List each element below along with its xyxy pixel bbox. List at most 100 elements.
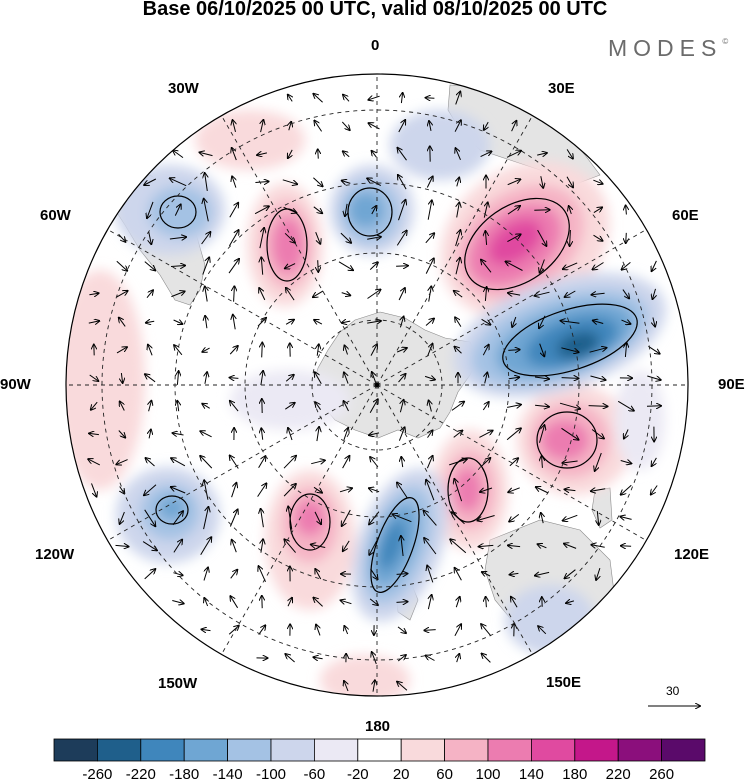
wind-arrow: [534, 377, 549, 379]
wind-arrow: [511, 121, 517, 132]
wind-arrow: [342, 321, 351, 323]
wind-arrow: [426, 656, 435, 661]
wind-arrow: [229, 510, 237, 527]
wind-arrow: [202, 629, 211, 630]
wind-arrow: [396, 602, 408, 603]
wind-arrow: [427, 344, 433, 357]
wind-arrow: [454, 479, 463, 502]
wind-arrow: [538, 544, 547, 548]
label-180: 180: [365, 718, 391, 735]
wind-arrow: [449, 459, 467, 466]
colorbar-swatch: [183, 738, 228, 762]
wind-arrow: [173, 540, 182, 553]
wind-arrow: [288, 598, 292, 607]
wind-arrow: [343, 95, 350, 102]
wind-arrow: [259, 288, 266, 301]
colorbar-tick-label: -100: [255, 766, 287, 783]
wind-arrow: [146, 290, 153, 299]
wind-arrow: [202, 404, 210, 409]
label-60e: 60E: [672, 207, 699, 224]
wind-vectors: [88, 92, 661, 692]
colorbar-tick-label: 180: [562, 766, 588, 783]
wind-arrow: [396, 231, 406, 246]
meridian-line: [376, 384, 538, 663]
wind-arrow: [144, 509, 156, 526]
wind-arrow: [370, 568, 378, 579]
wind-arrow: [566, 149, 573, 158]
wind-arrow: [621, 484, 632, 494]
wind-arrow: [368, 96, 380, 100]
wind-arrow: [565, 290, 576, 297]
wind-arrow: [653, 317, 655, 327]
wind-arrow: [626, 232, 627, 243]
wind-arrow: [651, 485, 658, 495]
wind-arrow: [313, 486, 322, 492]
wind-arrow: [596, 567, 600, 580]
wind-arrow: [318, 260, 319, 272]
wind-arrow: [169, 237, 186, 239]
wind-arrow: [481, 624, 492, 637]
wind-arrow: [172, 511, 183, 526]
wind-arrow: [624, 429, 628, 439]
wind-arrow: [452, 512, 465, 525]
colorbar-tick-label: -140: [212, 766, 243, 783]
wind-arrow: [398, 120, 405, 133]
label-30w: 30W: [168, 80, 199, 97]
wind-arrow: [454, 291, 463, 298]
wind-arrow: [484, 202, 487, 218]
colorbar-tick-label: -220: [125, 766, 156, 783]
wind-arrow: [201, 232, 211, 245]
wind-arrow: [425, 233, 434, 244]
wind-arrow: [479, 431, 492, 438]
wind-arrow: [230, 570, 238, 579]
wind-arrow: [317, 344, 319, 356]
colorbar-tick-label: -60: [303, 766, 326, 783]
modes-logo: MODES©: [608, 35, 728, 62]
wind-arrow: [261, 120, 264, 133]
wind-arrow: [257, 153, 268, 155]
wind-arrow: [593, 234, 603, 241]
wind-arrow: [622, 289, 629, 299]
wind-arrow: [453, 431, 463, 438]
wind-arrow: [229, 346, 238, 355]
label-150e: 150E: [546, 674, 582, 691]
wind-arrow: [230, 378, 239, 379]
label-30e: 30E: [548, 80, 575, 97]
wind-arrow: [204, 199, 209, 222]
wind-arrow: [562, 461, 578, 463]
wind-arrow: [314, 320, 323, 324]
wind-arrow: [202, 348, 210, 352]
wind-arrow: [311, 545, 326, 548]
label-90e: 90E: [718, 376, 745, 393]
wind-arrow: [454, 120, 461, 132]
wind-arrow: [652, 260, 657, 271]
wind-arrow: [396, 574, 408, 575]
wind-arrow: [91, 401, 98, 410]
wind-arrow: [429, 121, 431, 131]
colorbar-tick-label: 220: [605, 766, 631, 783]
wind-arrow: [174, 204, 180, 216]
wind-arrow: [508, 487, 520, 492]
pole-dot: [374, 382, 380, 388]
colorbar-tick-label: -180: [169, 766, 200, 783]
colorbar-swatch: [140, 738, 185, 762]
wind-arrow: [480, 151, 492, 158]
wind-arrow: [370, 344, 377, 356]
wind-arrow: [455, 230, 461, 247]
wind-arrow: [540, 259, 545, 273]
meridian-line: [376, 107, 538, 386]
wind-arrow: [369, 262, 378, 270]
wind-arrow: [142, 541, 157, 551]
wind-arrow: [542, 456, 543, 468]
wind-arrow: [228, 626, 239, 635]
wind-arrow: [425, 319, 434, 326]
wind-arrow: [591, 429, 604, 439]
wind-arrow: [316, 625, 320, 636]
wind-arrow: [177, 401, 178, 412]
wind-arrow: [255, 182, 268, 183]
wind-arrow: [507, 179, 521, 186]
meridian-line: [99, 384, 378, 546]
wind-arrow: [393, 514, 412, 523]
wind-arrow: [144, 484, 157, 495]
